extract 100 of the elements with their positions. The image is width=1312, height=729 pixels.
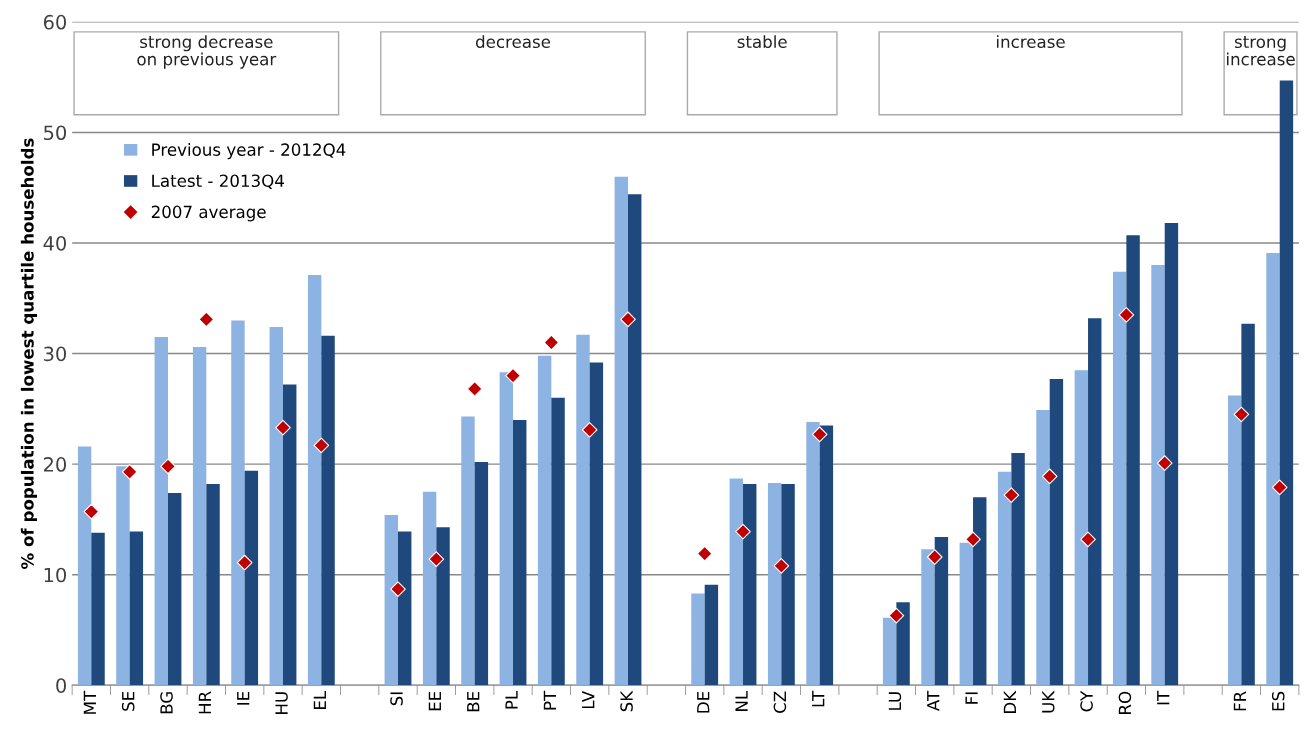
x-tick-label: LV xyxy=(582,690,595,709)
bar xyxy=(934,537,949,686)
bar xyxy=(474,461,489,686)
bar xyxy=(1266,252,1280,686)
point xyxy=(428,551,445,568)
x-tick-label: ES xyxy=(1271,691,1285,711)
point xyxy=(160,458,176,475)
bar xyxy=(551,397,565,686)
point xyxy=(198,311,215,328)
point xyxy=(735,523,751,540)
point xyxy=(466,381,483,397)
x-tick-label: DE xyxy=(697,691,710,713)
bar xyxy=(1151,265,1165,686)
bar xyxy=(537,355,552,686)
y-tick-label: 30 xyxy=(44,346,67,362)
point xyxy=(965,531,981,548)
bar xyxy=(154,336,168,686)
bar xyxy=(806,422,820,686)
bar xyxy=(1241,323,1255,686)
bar xyxy=(398,531,412,686)
point xyxy=(390,581,406,597)
bar xyxy=(921,549,935,686)
bar xyxy=(384,514,399,686)
bar xyxy=(959,542,974,686)
bar xyxy=(576,334,590,686)
y-tick-label: 40 xyxy=(43,235,67,251)
point xyxy=(543,334,560,351)
x-tick-label: CZ xyxy=(773,691,787,713)
annotation: stable xyxy=(737,35,787,49)
legend-label: 2007 average xyxy=(151,205,266,222)
bar xyxy=(896,602,910,686)
bar xyxy=(283,384,297,686)
point xyxy=(1118,307,1135,323)
x-tick-label: UK xyxy=(1042,690,1055,713)
point xyxy=(811,426,828,443)
x-tick-label: LU xyxy=(888,692,902,710)
bar xyxy=(1164,223,1179,686)
bar xyxy=(743,484,757,686)
point xyxy=(1233,406,1250,423)
legend-label: Latest - 2013Q4 xyxy=(152,174,284,189)
x-tick-label: MT xyxy=(83,690,96,714)
y-tick-label: 60 xyxy=(43,14,67,30)
bar xyxy=(1074,370,1089,686)
annotation: decrease xyxy=(475,35,551,49)
bar xyxy=(997,471,1012,686)
bar xyxy=(513,419,527,686)
bar xyxy=(767,482,782,686)
bar xyxy=(321,335,335,686)
y-tick-label: 10 xyxy=(44,567,67,583)
y-tick-label: 50 xyxy=(44,125,67,141)
bar xyxy=(882,617,897,686)
bar xyxy=(269,327,283,686)
x-tick-label: HR xyxy=(198,691,211,714)
x-tick-label: LT xyxy=(812,690,825,707)
bar xyxy=(461,416,475,686)
x-tick-label: SE xyxy=(121,691,135,711)
point xyxy=(275,419,291,436)
y-tick-label: 0 xyxy=(56,678,67,693)
x-tick-label: BG xyxy=(160,692,173,714)
annotation: strong decrease on previous year xyxy=(137,35,277,69)
legend-label: Previous year - 2012Q4 xyxy=(152,143,346,160)
x-tick-label: BE xyxy=(467,691,480,712)
bar xyxy=(1088,318,1102,686)
bar xyxy=(206,484,220,686)
bar xyxy=(192,346,207,686)
bar xyxy=(116,466,130,686)
point xyxy=(1080,531,1096,548)
x-tick-label: AT xyxy=(927,690,940,711)
point xyxy=(926,549,943,565)
x-tick-label: PT xyxy=(543,690,556,710)
x-tick-label: FR xyxy=(1233,691,1246,711)
point xyxy=(888,607,905,624)
bar xyxy=(1112,271,1127,686)
bar xyxy=(1011,453,1025,686)
point xyxy=(313,437,330,454)
y-tick-label: 20 xyxy=(43,457,67,472)
bar xyxy=(422,491,437,686)
bar xyxy=(1036,409,1050,686)
bar xyxy=(1279,80,1294,686)
point xyxy=(1271,479,1288,496)
x-tick-label: EE xyxy=(428,691,441,711)
bar xyxy=(436,527,450,686)
point xyxy=(773,558,790,574)
point xyxy=(1156,455,1173,471)
bar xyxy=(499,372,514,686)
x-tick-label: RO xyxy=(1118,691,1132,714)
bar xyxy=(91,532,105,686)
x-tick-label: IT xyxy=(1157,690,1170,705)
point xyxy=(696,545,713,562)
y-axis-title: % of population in lowest quartile households xyxy=(20,138,37,569)
point xyxy=(1041,468,1058,485)
x-tick-label: IE xyxy=(237,691,250,705)
bar xyxy=(168,492,182,686)
bar xyxy=(729,478,744,686)
bar xyxy=(704,584,719,686)
x-tick-label: CY xyxy=(1080,690,1093,712)
x-tick-label: HU xyxy=(275,692,288,714)
bar xyxy=(691,593,705,686)
bar xyxy=(819,425,834,686)
bar xyxy=(231,320,245,686)
